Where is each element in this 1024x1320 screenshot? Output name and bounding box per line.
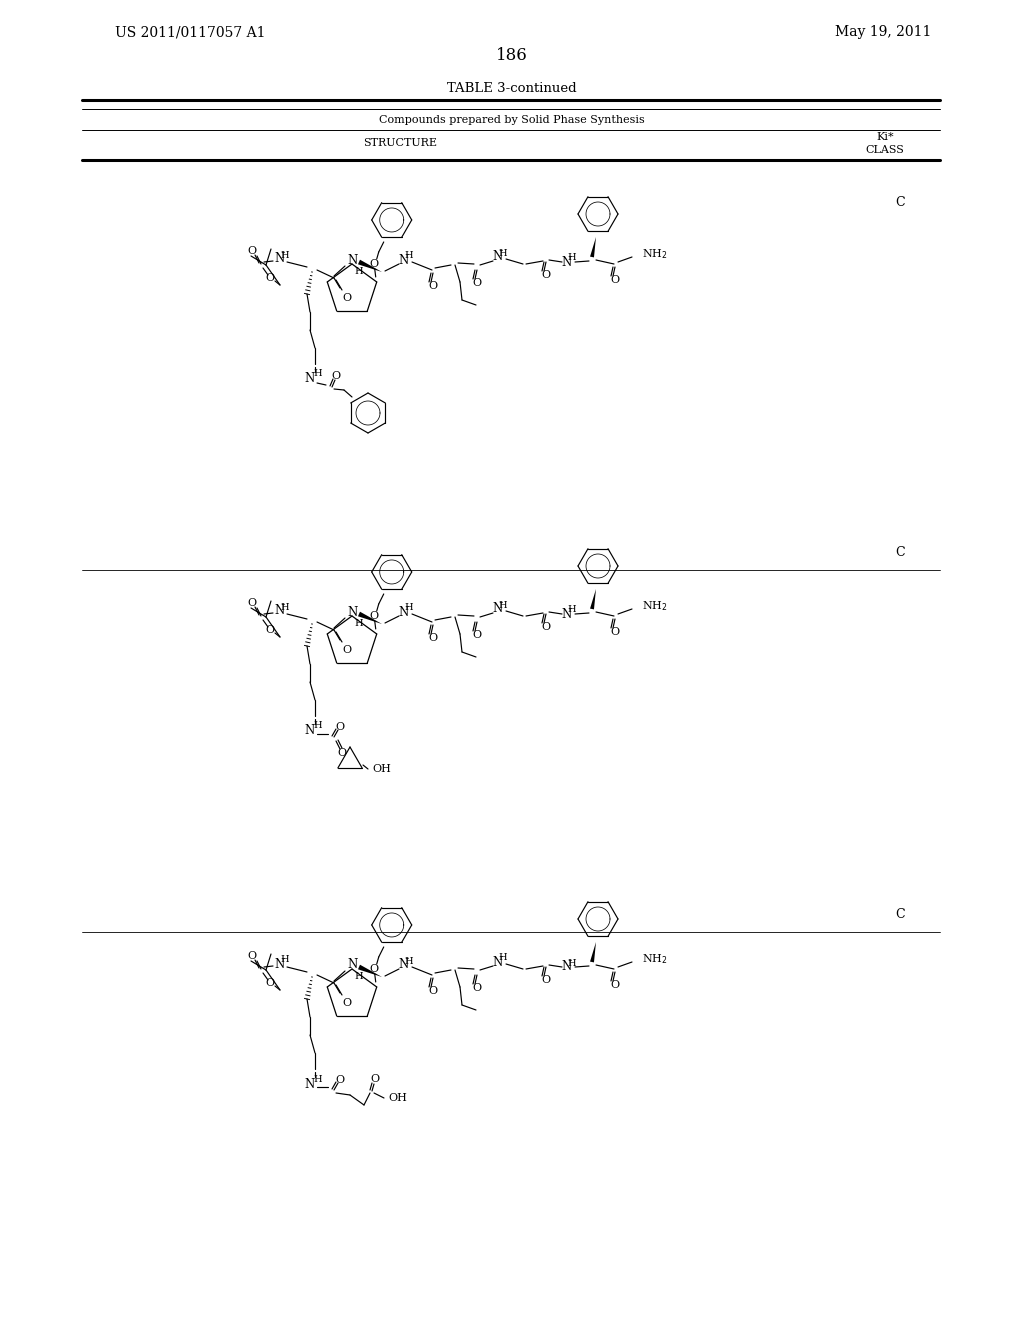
Text: O: O: [610, 627, 620, 638]
Text: H: H: [354, 268, 364, 276]
Text: O: O: [428, 986, 437, 997]
Text: O: O: [472, 279, 481, 288]
Text: O: O: [248, 598, 257, 609]
Text: O: O: [428, 634, 437, 643]
Text: May 19, 2011: May 19, 2011: [835, 25, 932, 40]
Text: O: O: [370, 964, 378, 974]
Text: H: H: [404, 603, 414, 612]
Text: N: N: [348, 606, 358, 619]
Text: N: N: [274, 252, 285, 265]
Text: C: C: [895, 195, 905, 209]
Text: H: H: [499, 601, 507, 610]
Text: O: O: [542, 271, 551, 280]
Text: N: N: [348, 958, 358, 972]
Text: NH$_2$: NH$_2$: [642, 952, 668, 966]
Text: N: N: [399, 606, 410, 619]
Text: O: O: [265, 978, 274, 987]
Text: H: H: [313, 370, 323, 379]
Text: O: O: [610, 979, 620, 990]
Text: H: H: [567, 958, 577, 968]
Text: N: N: [305, 725, 315, 738]
Text: US 2011/0117057 A1: US 2011/0117057 A1: [115, 25, 265, 40]
Text: O: O: [248, 246, 257, 256]
Text: O: O: [370, 259, 378, 269]
Text: H: H: [354, 619, 364, 628]
Text: N: N: [493, 251, 503, 264]
Text: O: O: [336, 1074, 344, 1085]
Text: N: N: [399, 253, 410, 267]
Text: N: N: [274, 957, 285, 970]
Text: N: N: [562, 607, 572, 620]
Polygon shape: [590, 238, 596, 257]
Text: H: H: [499, 953, 507, 962]
Text: O: O: [472, 983, 481, 993]
Text: N: N: [274, 605, 285, 618]
Text: O: O: [332, 371, 341, 381]
Text: H: H: [567, 253, 577, 263]
Text: H: H: [313, 722, 323, 730]
Text: O: O: [472, 630, 481, 640]
Text: H: H: [404, 957, 414, 965]
Text: OH: OH: [372, 764, 391, 774]
Text: O: O: [370, 611, 378, 620]
Text: N: N: [493, 956, 503, 969]
Text: O: O: [265, 273, 274, 282]
Text: C: C: [895, 908, 905, 921]
Text: O: O: [428, 281, 437, 290]
Text: H: H: [499, 248, 507, 257]
Text: NH$_2$: NH$_2$: [642, 599, 668, 612]
Polygon shape: [358, 965, 382, 977]
Text: O: O: [342, 293, 351, 304]
Text: TABLE 3-continued: TABLE 3-continued: [447, 82, 577, 95]
Polygon shape: [358, 611, 382, 624]
Text: N: N: [305, 372, 315, 385]
Text: O: O: [336, 722, 344, 733]
Text: NH$_2$: NH$_2$: [642, 247, 668, 261]
Text: Compounds prepared by Solid Phase Synthesis: Compounds prepared by Solid Phase Synthe…: [379, 115, 645, 125]
Polygon shape: [590, 589, 596, 610]
Text: O: O: [542, 622, 551, 632]
Text: N: N: [493, 602, 503, 615]
Text: O: O: [265, 624, 274, 635]
Text: STRUCTURE: STRUCTURE: [362, 139, 437, 148]
Text: N: N: [399, 958, 410, 972]
Text: N: N: [305, 1077, 315, 1090]
Polygon shape: [590, 942, 596, 962]
Text: N: N: [348, 253, 358, 267]
Text: N: N: [562, 256, 572, 268]
Text: H: H: [354, 973, 364, 982]
Text: N: N: [562, 961, 572, 974]
Polygon shape: [358, 260, 382, 272]
Text: CLASS: CLASS: [865, 145, 904, 154]
Text: H: H: [281, 602, 290, 611]
Text: O: O: [248, 950, 257, 961]
Text: 186: 186: [496, 46, 528, 63]
Text: H: H: [313, 1074, 323, 1084]
Text: H: H: [404, 252, 414, 260]
Text: H: H: [281, 956, 290, 965]
Text: OH: OH: [388, 1093, 407, 1104]
Text: C: C: [895, 545, 905, 558]
Text: O: O: [342, 645, 351, 655]
Text: O: O: [542, 975, 551, 985]
Text: Ki*: Ki*: [877, 132, 894, 143]
Text: O: O: [371, 1074, 380, 1084]
Text: H: H: [281, 251, 290, 260]
Text: O: O: [338, 748, 346, 758]
Text: H: H: [567, 606, 577, 615]
Text: O: O: [342, 998, 351, 1008]
Text: O: O: [610, 275, 620, 285]
